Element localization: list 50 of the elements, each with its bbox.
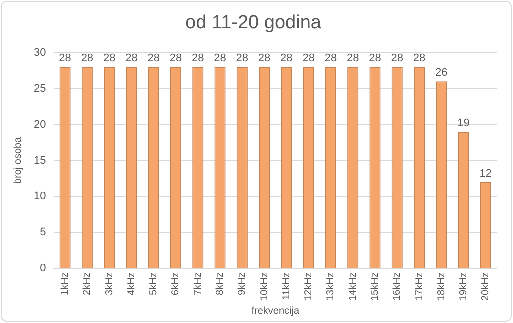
x-tick-label: 4kHz	[126, 272, 138, 296]
y-tick-label: 25	[34, 82, 46, 95]
x-tick-label: 2kHz	[82, 272, 94, 296]
data-label: 28	[258, 52, 271, 65]
x-axis-title: frekvencija	[252, 306, 300, 317]
y-tick-label: 5	[40, 226, 46, 239]
x-tick-label: 16kHz	[392, 272, 404, 302]
y-tick-label: 30	[34, 46, 46, 59]
data-label: 28	[214, 52, 226, 65]
x-tick-label: 13kHz	[326, 272, 337, 302]
y-tick-label: 15	[34, 154, 46, 167]
x-tick-label: 10kHz	[259, 272, 270, 302]
data-label: 28	[369, 52, 382, 65]
x-tick-label: 9kHz	[237, 272, 248, 296]
y-tick-label: 0	[40, 262, 46, 275]
x-tick-label: 19kHz	[458, 272, 470, 302]
data-label: 19	[458, 117, 470, 130]
x-tick-label: 20kHz	[480, 272, 492, 302]
x-tick-label: 11kHz	[281, 272, 292, 300]
data-label: 28	[236, 52, 249, 65]
data-label: 28	[413, 52, 426, 65]
data-label: 28	[302, 52, 315, 65]
data-label: 28	[170, 52, 182, 65]
x-tick-label: 12kHz	[304, 272, 315, 302]
data-label: 28	[192, 52, 204, 65]
x-tick-label: 17kHz	[414, 272, 426, 302]
y-tick-label: 10	[34, 190, 46, 203]
y-tick-label: 20	[34, 118, 46, 131]
data-label: 28	[346, 52, 360, 65]
x-tick-label: 6kHz	[170, 272, 182, 296]
data-label: 12	[480, 168, 492, 180]
x-tick-label: 5kHz	[148, 272, 160, 296]
data-label: 28	[324, 52, 338, 65]
data-label: 28	[280, 52, 293, 65]
data-label: 26	[436, 67, 448, 80]
data-label: 28	[103, 52, 116, 65]
data-label: 28	[126, 52, 138, 65]
x-tick-label: 1kHz	[60, 272, 72, 296]
x-tick-label: 15kHz	[370, 272, 381, 302]
data-label: 28	[81, 52, 94, 65]
x-tick-label: 7kHz	[192, 272, 204, 296]
data-label: 28	[59, 52, 72, 65]
x-tick-label: 3kHz	[104, 272, 116, 296]
y-axis-title: broj osoba	[12, 136, 24, 184]
data-label: 28	[391, 52, 404, 65]
x-tick-label: 18kHz	[436, 272, 448, 302]
chart-title: od 11-20 godina	[186, 12, 322, 34]
x-tick-label: 14kHz	[348, 272, 359, 302]
x-tick-label: 8kHz	[215, 272, 226, 296]
data-label: 28	[148, 52, 160, 65]
